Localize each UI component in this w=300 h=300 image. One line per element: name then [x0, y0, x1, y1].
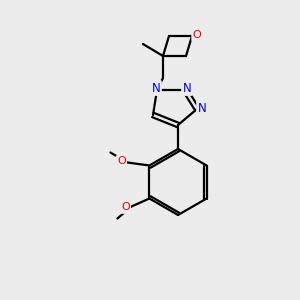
- Text: O: O: [121, 202, 130, 212]
- Text: O: O: [117, 157, 126, 166]
- Text: N: N: [183, 82, 191, 94]
- Text: N: N: [152, 82, 160, 94]
- Text: O: O: [193, 30, 201, 40]
- Text: N: N: [198, 101, 206, 115]
